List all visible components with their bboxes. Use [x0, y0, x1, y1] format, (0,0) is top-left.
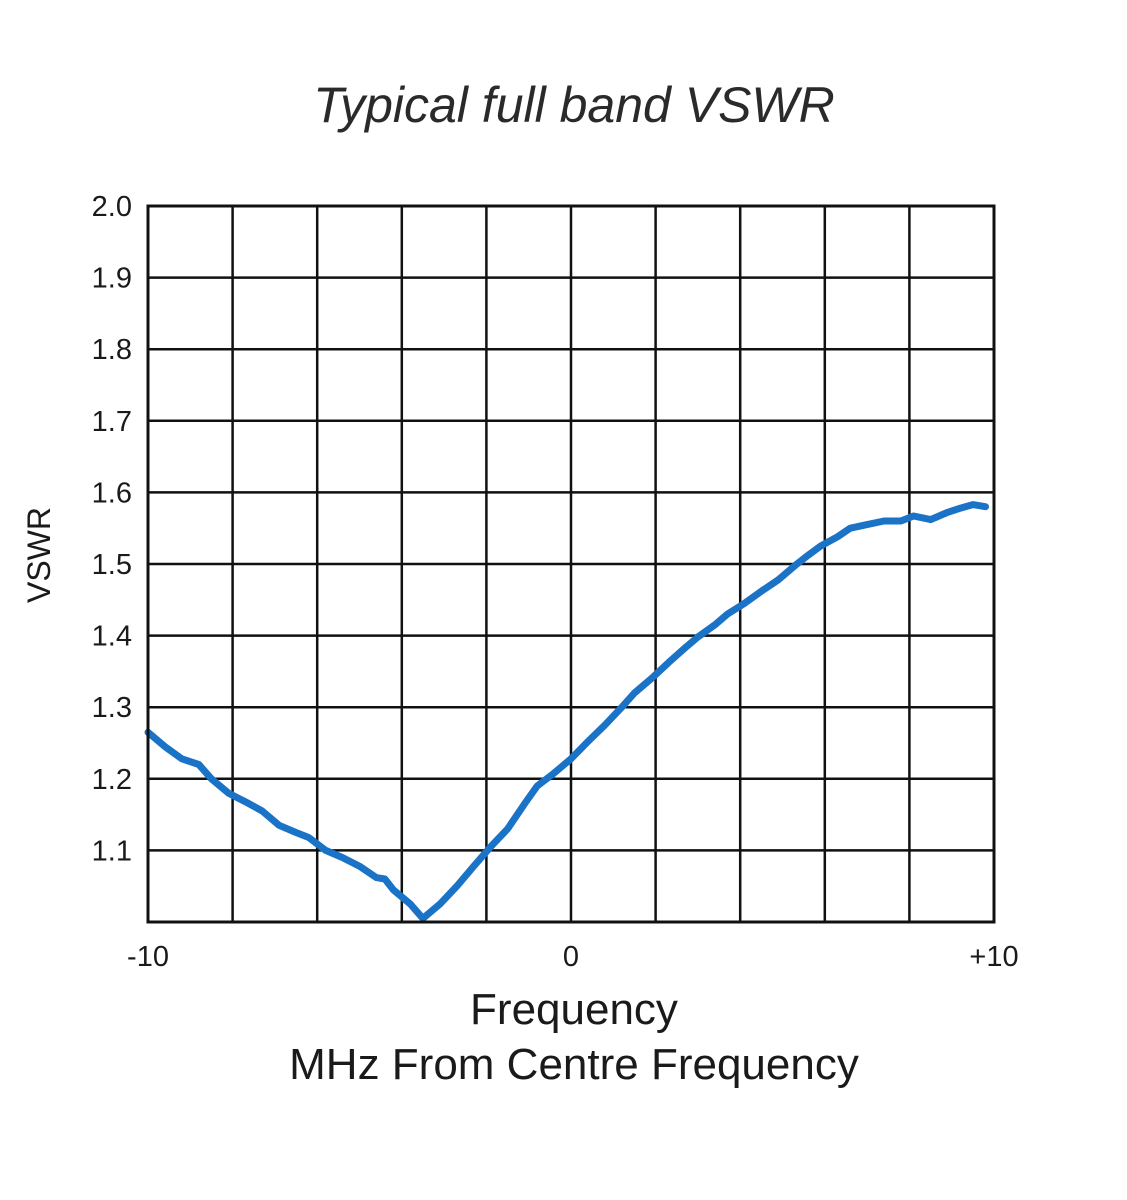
- y-tick-labels: 2.0 1.9 1.8 1.7 1.6 1.5 1.4 1.3 1.2 1.1: [92, 191, 132, 867]
- y-tick-label: 1.2: [92, 764, 132, 796]
- x-tick-labels: -10 0 +10: [127, 941, 1019, 973]
- y-tick-label: 1.8: [92, 334, 132, 366]
- x-tick-label: 0: [563, 941, 579, 973]
- chart-title: Typical full band VSWR: [313, 77, 834, 133]
- y-tick-label: 1.6: [92, 477, 132, 509]
- y-tick-label: 1.3: [92, 692, 132, 724]
- x-axis-sublabel: MHz From Centre Frequency: [289, 1040, 859, 1089]
- y-tick-label: 2.0: [92, 191, 132, 223]
- y-tick-label: 1.5: [92, 549, 132, 581]
- y-axis-label: VSWR: [21, 507, 57, 603]
- y-tick-label: 1.4: [92, 621, 132, 653]
- x-tick-label: +10: [969, 941, 1018, 973]
- grid: [148, 206, 994, 922]
- x-axis-label: Frequency: [470, 985, 678, 1034]
- plot-frame: [146, 204, 996, 924]
- y-tick-label: 1.1: [92, 835, 132, 867]
- series-line-vswr: [144, 501, 989, 922]
- x-tick-label: -10: [127, 941, 169, 973]
- y-tick-label: 1.9: [92, 263, 132, 295]
- series-layer: [144, 501, 989, 922]
- y-tick-label: 1.7: [92, 406, 132, 438]
